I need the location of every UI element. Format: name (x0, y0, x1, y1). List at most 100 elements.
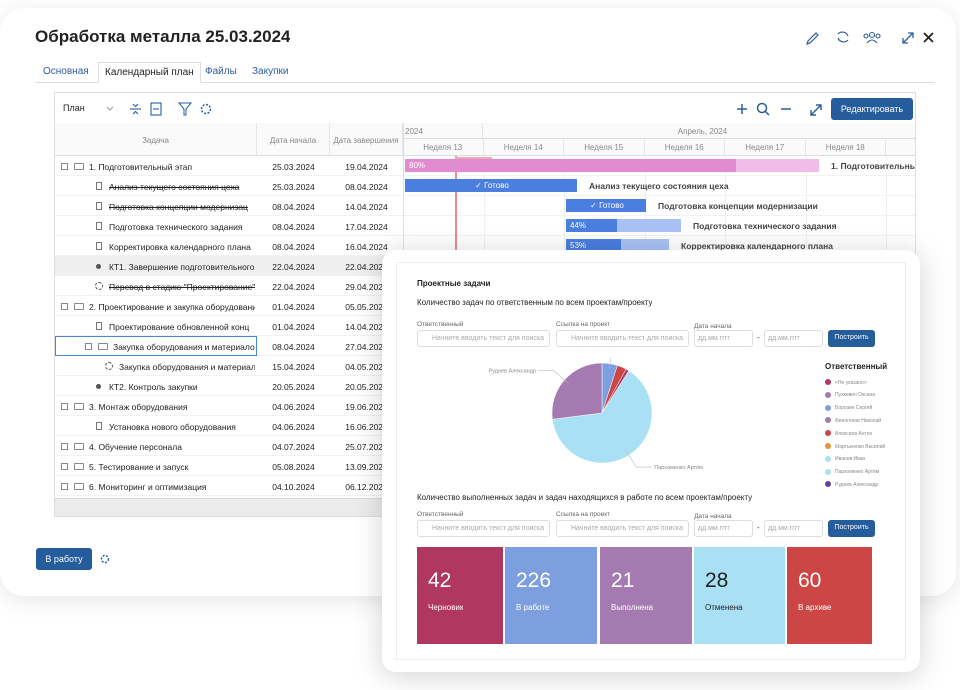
search-input[interactable]: Начните вводить текст для поиска (556, 330, 689, 347)
legend-label: <Не указано> (835, 379, 867, 386)
filter-icon[interactable] (177, 102, 193, 116)
expand-toggle[interactable] (61, 303, 68, 310)
build-button[interactable]: Построить (828, 330, 875, 347)
task-name[interactable]: Перевод в стадию "Проектирование" (109, 282, 255, 292)
status-tile[interactable] (505, 547, 597, 644)
expand-toggle[interactable] (85, 343, 92, 350)
start-date: 25.03.2024 (272, 162, 315, 172)
settings-icon[interactable] (200, 103, 212, 115)
toolbar-icons (106, 102, 212, 116)
week-header: Не (886, 139, 915, 156)
search-input[interactable]: Начните вводить текст для поиска (556, 520, 689, 537)
task-name[interactable]: 4. Обучение персонала (89, 442, 182, 452)
status-tile[interactable] (694, 547, 785, 644)
task-name[interactable]: Анализ текущего состояния цеха (109, 182, 240, 192)
week-header: Неделя 17 (725, 139, 806, 156)
search-input[interactable]: Начните вводить текст для поиска (417, 330, 550, 347)
date-input[interactable]: дд.мм.гггг (694, 520, 753, 537)
date-input[interactable]: дд.мм.гггг (694, 330, 753, 347)
status-tile[interactable] (787, 547, 872, 644)
date-input[interactable]: дд.мм.гггг (764, 330, 823, 347)
task-name[interactable]: Проектирование обновленной конц (109, 322, 250, 332)
view-select[interactable]: План (63, 103, 85, 113)
close-icon[interactable] (923, 32, 934, 43)
gantt-bar-label: Анализ текущего состояния цеха (589, 181, 729, 191)
legend-label: Мартыненко Василий (835, 443, 886, 450)
collapse-icon[interactable] (130, 103, 141, 115)
start-date: 04.06.2024 (272, 422, 315, 432)
start-date: 01.04.2024 (272, 302, 315, 312)
edit-button[interactable]: Редактировать (831, 98, 913, 120)
zoom-icons (737, 102, 822, 116)
end-date: 13.09.2024 (345, 462, 388, 472)
task-name[interactable]: 3. Монтаж оборудования (89, 402, 188, 412)
task-name[interactable]: Подготовка технического задания (109, 222, 243, 232)
week-header: Неделя 18 (805, 139, 886, 156)
search-input[interactable]: Начните вводить текст для поиска (417, 520, 550, 537)
stage-icon (105, 362, 113, 370)
task-name[interactable]: 1. Подготовительный этап (89, 162, 193, 172)
task-name[interactable]: КТ1. Завершение подготовительного (109, 262, 255, 272)
start-date: 01.04.2024 (272, 322, 315, 332)
expand-toggle[interactable] (61, 463, 68, 470)
date-dash: - (757, 333, 760, 342)
task-name[interactable]: Закупка оборудования и материалов (113, 342, 255, 352)
refresh-icon[interactable] (837, 31, 849, 43)
dashboard-title[interactable]: Проектные задачи (417, 279, 491, 288)
end-date: 04.05.2024 (345, 362, 388, 372)
members-icon[interactable] (863, 31, 881, 44)
status-tile[interactable] (417, 547, 503, 644)
start-date: 08.04.2024 (272, 202, 315, 212)
tab[interactable]: Календарный план (98, 62, 201, 83)
dashboard-card: Проектные задачи Количество задач по отве… (382, 250, 920, 672)
week-header: Неделя 16 (644, 139, 725, 156)
task-name[interactable]: Закупка оборудования и материал (119, 362, 255, 372)
expand-icon[interactable] (902, 32, 914, 44)
table-row (55, 196, 915, 216)
expand-toggle[interactable] (61, 403, 68, 410)
tab[interactable]: Закупки (252, 66, 289, 77)
tab[interactable]: Файлы (205, 66, 237, 77)
week-header: Неделя 15 (564, 139, 645, 156)
task-name[interactable]: Корректировка календарного плана (109, 242, 251, 252)
gantt-bar-text: ✓ Готово (475, 181, 509, 190)
task-name[interactable]: 5. Тестирование и запуск (89, 462, 189, 472)
task-name[interactable]: 6. Мониторинг и оптимизация (89, 482, 207, 492)
start-date: 25.03.2024 (272, 182, 315, 192)
tab[interactable]: Основная (43, 66, 89, 77)
date-input[interactable]: дд.мм.гггг (764, 520, 823, 537)
gantt-bar-text: 80% (409, 161, 426, 170)
expand-toggle[interactable] (61, 483, 68, 490)
dashboard-panel: Проектные задачи Количество задач по отве… (396, 262, 906, 660)
expand-toggle[interactable] (61, 443, 68, 450)
status-tile[interactable] (600, 547, 692, 644)
task-name[interactable]: 2. Проектирование и закупка оборудования (89, 302, 255, 312)
view-caret[interactable] (106, 106, 114, 111)
expand-rows-icon[interactable] (150, 102, 162, 116)
folder-icon (74, 483, 84, 490)
pie-label: Пархоменко Артём (654, 465, 703, 471)
legend-title: Ответственный (825, 362, 888, 371)
fullscreen-icon[interactable] (810, 104, 822, 116)
gantt-bar-label: Подготовка технического задания (693, 221, 837, 231)
filter-label: Ссылка на проект (556, 511, 611, 518)
end-date: 20.05.2024 (345, 382, 388, 392)
task-name[interactable]: КТ2. Контроль закупки (109, 382, 198, 392)
build-button[interactable]: Построить (828, 520, 875, 537)
doc-icon (96, 322, 102, 330)
zoom-in[interactable] (737, 104, 747, 114)
expand-toggle[interactable] (61, 163, 68, 170)
task-name[interactable]: Подготовка концепции модернизац (109, 202, 248, 212)
filter-label: Ссылка на проект (556, 321, 611, 328)
filter-label: Дата начала (694, 323, 732, 330)
start-date: 08.04.2024 (272, 222, 315, 232)
search-icon[interactable] (756, 102, 770, 116)
table-row (55, 156, 915, 176)
start-date: 04.10.2024 (272, 482, 315, 492)
edit-icon[interactable] (806, 32, 819, 45)
start-work-button[interactable]: В работу (36, 548, 92, 570)
legend-label: Финогенов Николай (835, 417, 882, 424)
task-name[interactable]: Установка нового оборудования (109, 422, 236, 432)
footer-settings[interactable] (98, 552, 112, 566)
end-date: 29.04.2024 (345, 282, 388, 292)
